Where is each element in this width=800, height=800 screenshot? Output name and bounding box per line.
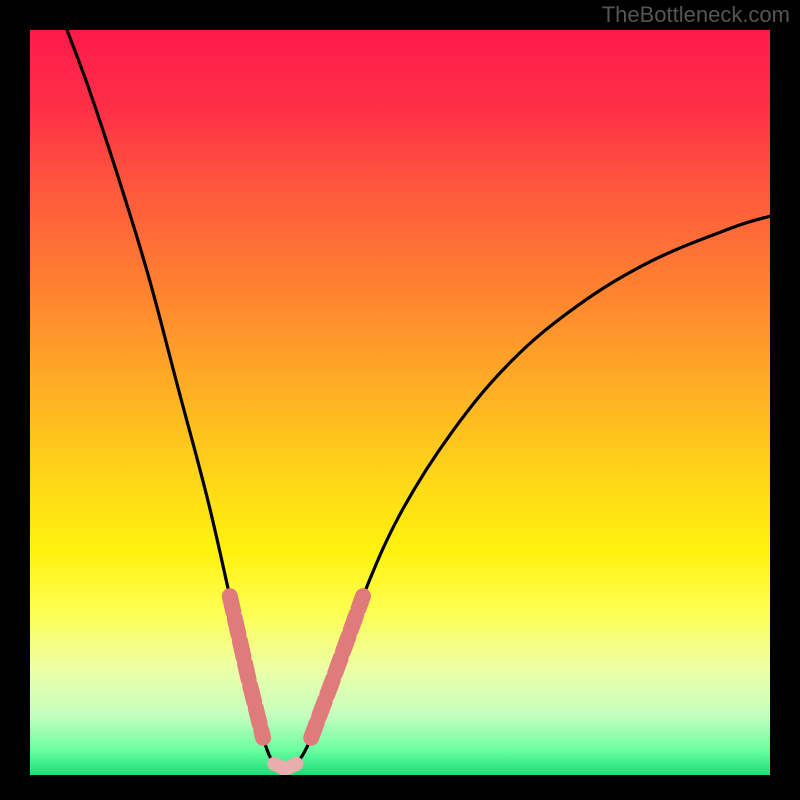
curve-base-marker <box>274 764 296 769</box>
plot-background <box>30 30 770 775</box>
bottleneck-v-chart <box>0 0 800 800</box>
watermark-text: TheBottleneck.com <box>602 2 790 28</box>
